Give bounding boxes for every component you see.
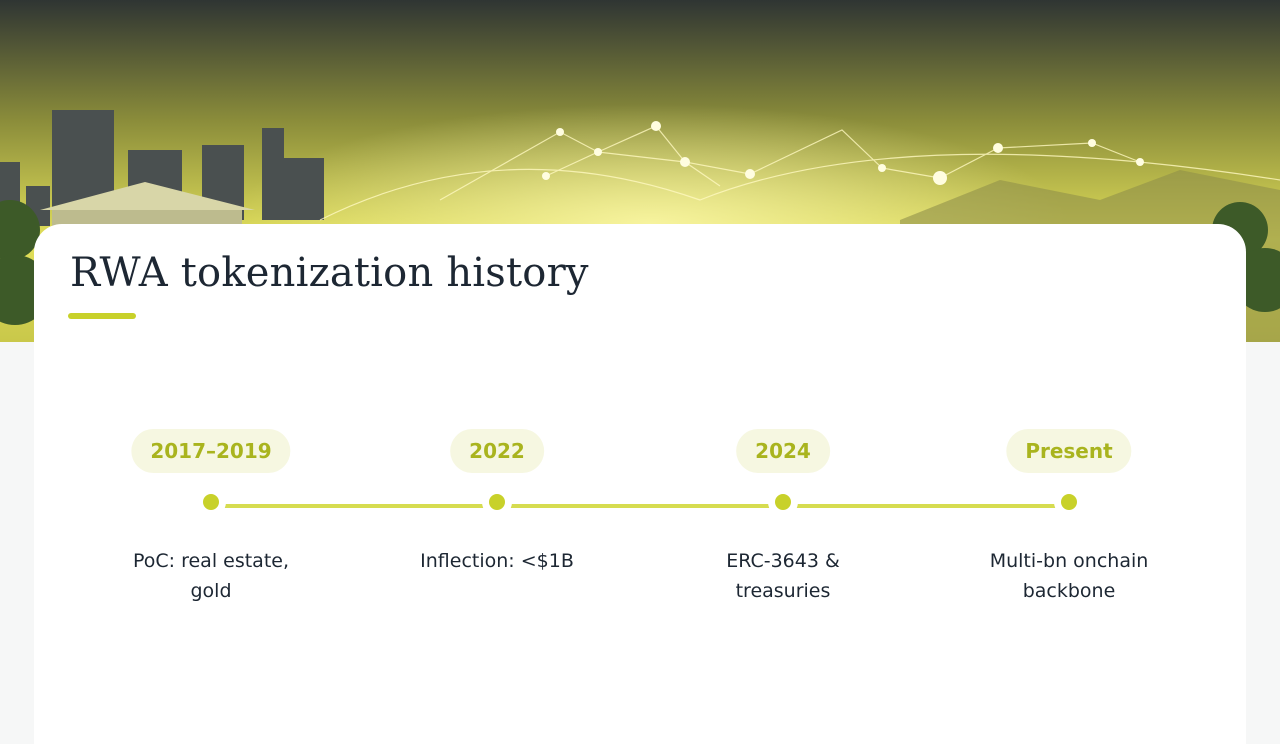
period-label: 2022 [450, 429, 544, 473]
content-card: RWA tokenization history 2017–2019 PoC: r… [34, 224, 1246, 744]
title-accent [68, 313, 136, 319]
timeline-dot [1061, 494, 1077, 510]
slide-title: RWA tokenization history [70, 250, 589, 296]
period-label: 2024 [736, 429, 830, 473]
milestone-description: Multi-bn onchain backbone [989, 550, 1149, 602]
milestone-description: ERC-3643 & treasuries [726, 550, 840, 602]
milestone-description: PoC: real estate, gold [132, 550, 290, 602]
slide: RWA tokenization history 2017–2019 PoC: r… [0, 0, 1280, 602]
period-label: Present [1006, 429, 1132, 473]
period-label: 2017–2019 [131, 429, 291, 473]
timeline-dot [489, 494, 505, 510]
milestone-description: Inflection: <$1B [420, 550, 574, 572]
timeline-dot [203, 494, 219, 510]
timeline-line [211, 504, 1069, 508]
timeline-dot [775, 494, 791, 510]
